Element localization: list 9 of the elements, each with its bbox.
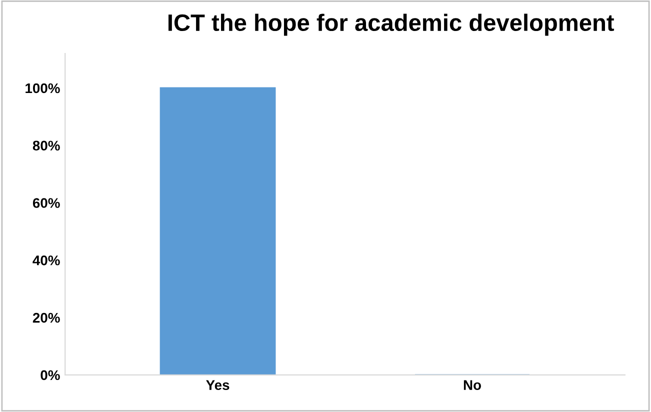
y-tick-label: 100%	[26, 83, 60, 94]
y-tick-label: 20%	[32, 312, 60, 323]
x-tick-label: Yes	[206, 380, 230, 390]
y-tick-label: 80%	[32, 140, 60, 151]
y-tick-label: 0%	[40, 370, 60, 380]
x-tick-label: No	[464, 380, 481, 390]
chart-title: ICT the hope for academic development	[168, 14, 614, 36]
y-tick-label: 40%	[32, 255, 60, 266]
y-tick-label: 60%	[32, 198, 60, 208]
